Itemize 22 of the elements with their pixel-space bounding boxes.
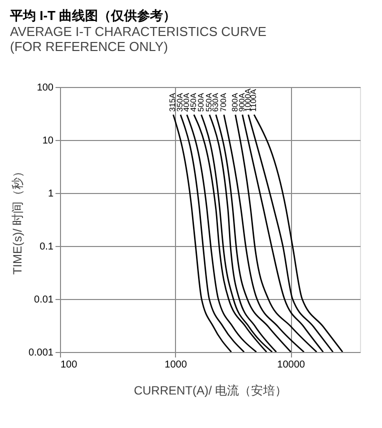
text: 900A	[237, 92, 246, 112]
y-tick-label: 0.01	[34, 294, 54, 306]
text: 550A	[204, 92, 214, 112]
chart-subtitle: AVERAGE I-T CHARACTERISTICS CURVE (FOR REFERENCE ONLY)	[10, 24, 267, 54]
text: 630A	[210, 92, 220, 112]
chart-title: 平均 I-T 曲线图（仅供参考）	[9, 8, 176, 23]
y-tick-label: 100	[36, 82, 54, 94]
x-axis-title: CURRENT(A)/ 电流（安培）	[134, 384, 288, 398]
text: 500A	[196, 92, 206, 112]
text: 450A	[188, 92, 198, 112]
y-tick-label: 0.1	[40, 242, 54, 252]
x-tick-label: 1000	[164, 360, 188, 370]
y-tick-label: 1	[48, 188, 54, 200]
text: 700A	[218, 92, 228, 112]
x-tick-label: 10000	[277, 360, 306, 370]
y-tick-label: 0.001	[28, 348, 54, 358]
y-axis-title: TIME(s)/ 时间（秒）	[10, 165, 24, 275]
x-tick-label: 100	[60, 360, 78, 370]
y-tick-label: 10	[42, 136, 54, 146]
text: 315A	[168, 92, 178, 112]
text: 1100A	[249, 88, 258, 112]
text: 800A	[230, 92, 240, 112]
